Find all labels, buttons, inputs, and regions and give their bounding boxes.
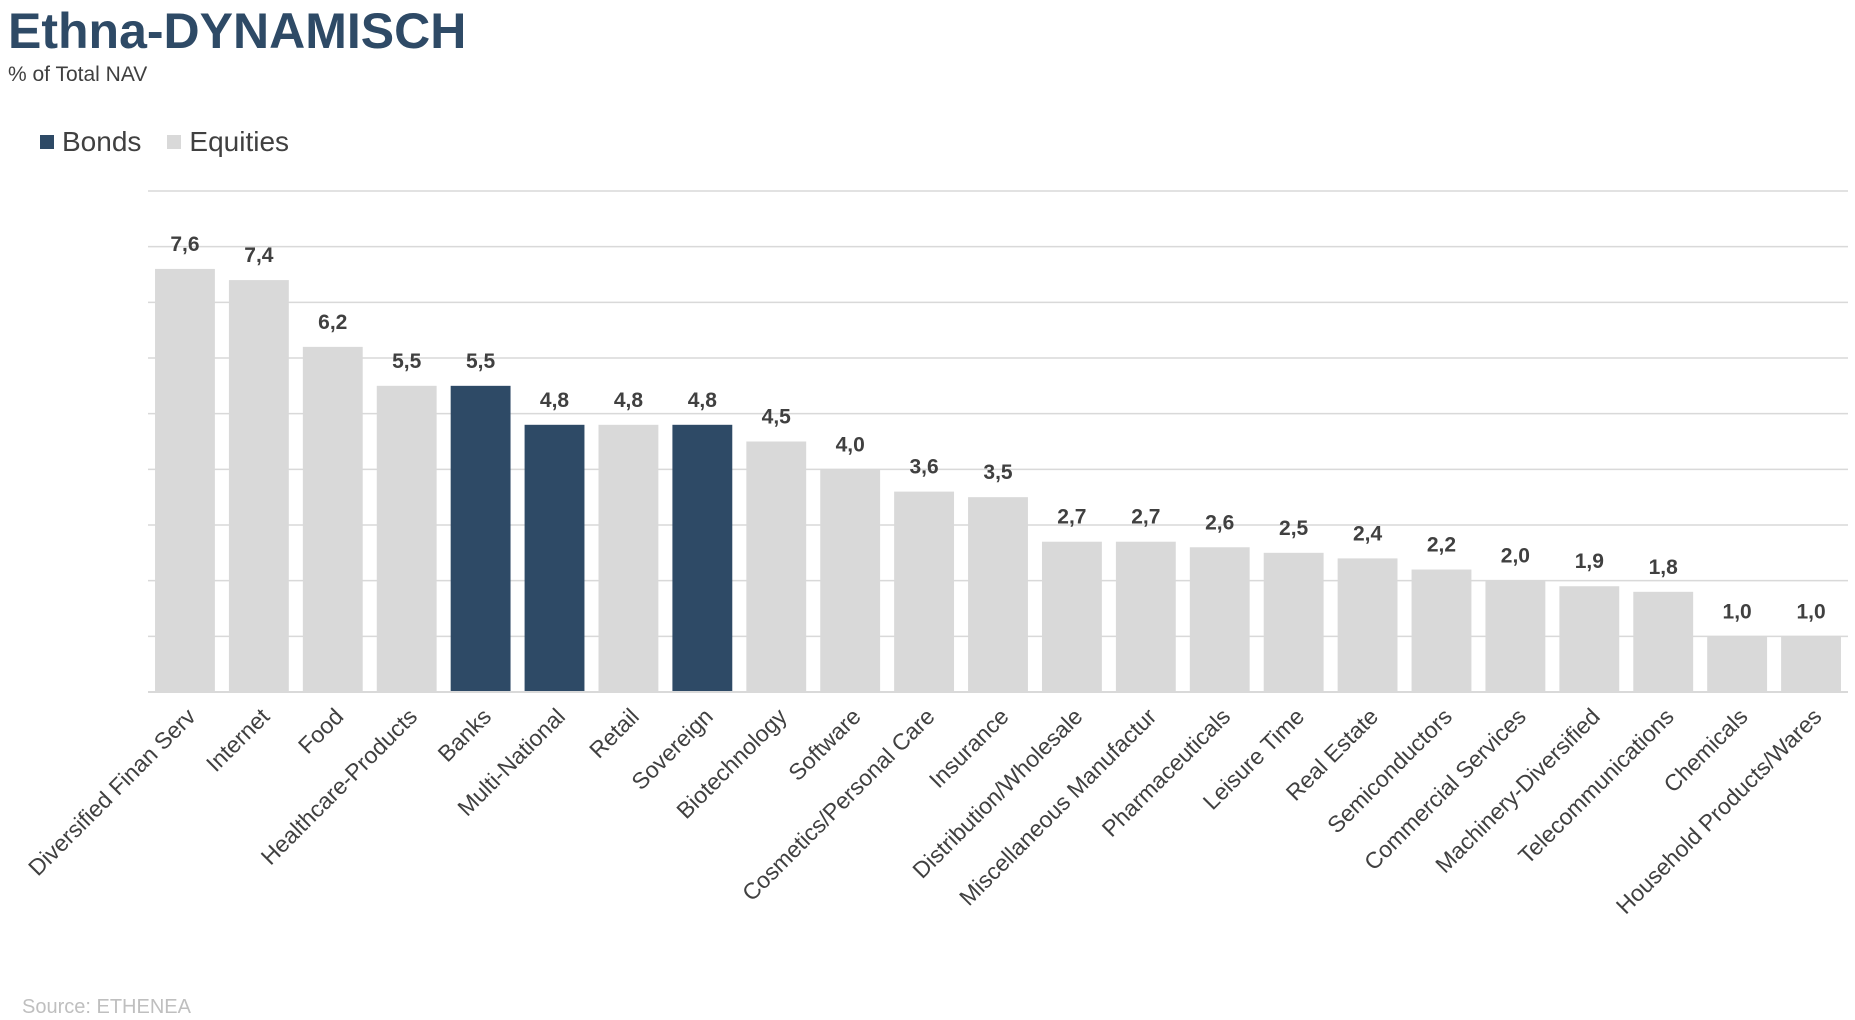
bar: [1041, 541, 1102, 692]
data-label: 1,8: [1649, 556, 1679, 579]
bar: [968, 497, 1028, 692]
legend-swatch-equities: [167, 135, 182, 149]
bar: [598, 424, 659, 692]
bar: [1485, 580, 1546, 692]
bar: [1707, 636, 1768, 692]
category-label: Pharmaceuticals: [1097, 703, 1236, 842]
data-label: 2,5: [1279, 517, 1309, 540]
bar: [450, 385, 511, 692]
legend-swatch-bonds: [40, 135, 54, 149]
bar: [1559, 586, 1620, 692]
data-label: 4,8: [614, 389, 644, 412]
data-label: 2,2: [1427, 534, 1456, 557]
data-label: 2,0: [1501, 545, 1530, 568]
bar: [1633, 591, 1694, 692]
bar: [228, 280, 289, 692]
category-label: Diversified Finan Serv: [23, 703, 201, 881]
category-label: Food: [293, 703, 348, 758]
bar: [302, 346, 363, 692]
data-label: 2,7: [1057, 506, 1086, 529]
bar: [1337, 558, 1398, 692]
data-label: 7,6: [170, 233, 199, 256]
chart-title: Ethna-DYNAMISCH: [8, 3, 467, 59]
category-label: Retail: [584, 703, 644, 763]
data-label: 5,5: [392, 350, 422, 373]
bar: [1411, 569, 1472, 692]
data-label: 4,8: [688, 389, 718, 412]
chart-legend: Bonds Equities: [40, 126, 315, 158]
category-label: Semiconductors: [1322, 703, 1457, 838]
bar: [1115, 541, 1176, 692]
bar: [1189, 547, 1250, 692]
bar: [894, 491, 955, 692]
data-label: 6,2: [318, 311, 347, 334]
data-label: 4,8: [540, 389, 570, 412]
data-label: 3,6: [909, 456, 938, 479]
legend-item-equities: Equities: [167, 126, 289, 158]
legend-item-bonds: Bonds: [40, 126, 141, 158]
source-note: Source: ETHENEA: [22, 996, 191, 1018]
bar: [672, 424, 733, 692]
legend-label-equities: Equities: [189, 126, 290, 157]
data-label: 4,5: [762, 406, 792, 429]
category-label: Internet: [201, 703, 275, 777]
bar: [746, 441, 807, 692]
data-label: 7,4: [244, 244, 274, 267]
bar: [376, 385, 437, 692]
data-label: 2,6: [1205, 511, 1234, 534]
bar: [155, 268, 215, 692]
data-label: 2,7: [1131, 506, 1160, 529]
legend-label-bonds: Bonds: [62, 126, 142, 157]
data-label: 2,4: [1353, 522, 1383, 545]
data-label: 1,0: [1796, 600, 1825, 623]
data-label: 1,0: [1723, 600, 1752, 623]
bar: [1263, 552, 1324, 692]
data-label: 4,0: [836, 433, 865, 456]
chart-subtitle: % of Total NAV: [8, 63, 148, 86]
bar: [1781, 636, 1841, 692]
data-label: 1,9: [1575, 550, 1604, 573]
data-label: 5,5: [466, 350, 496, 373]
bar: [820, 469, 881, 692]
data-label: 3,5: [983, 461, 1013, 484]
category-label: Banks: [433, 703, 497, 767]
bar: [524, 424, 585, 692]
